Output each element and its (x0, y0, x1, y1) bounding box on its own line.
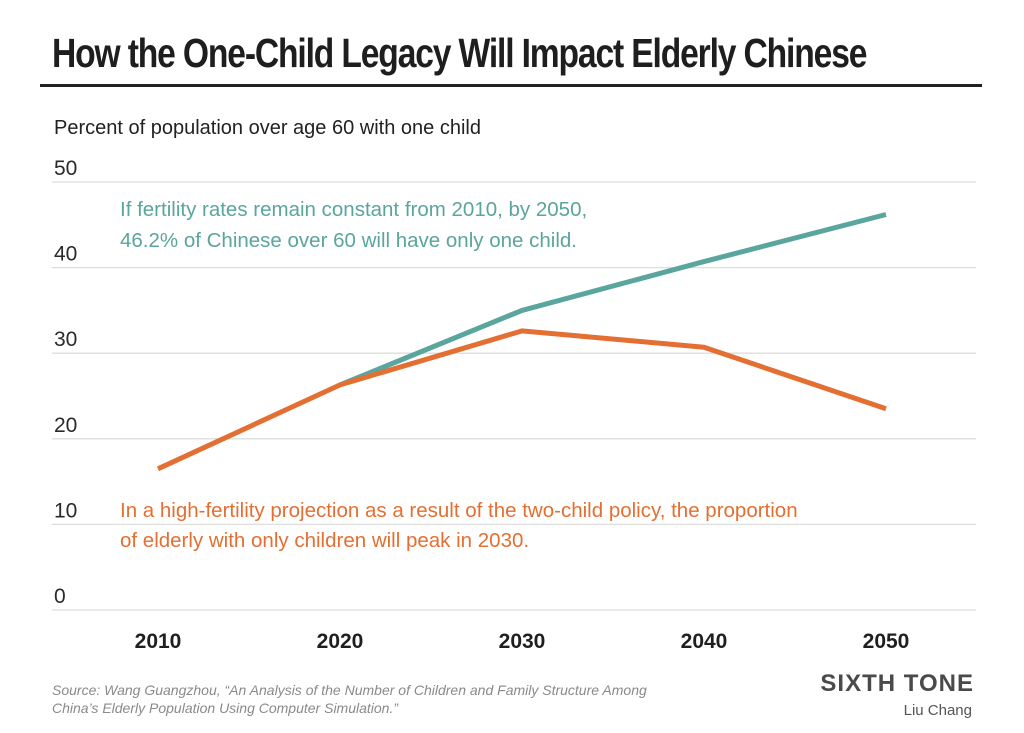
y-axis-label: Percent of population over age 60 with o… (54, 117, 481, 139)
teal-annotation-line-2: 46.2% of Chinese over 60 will have only … (120, 229, 577, 252)
series-lines (156, 212, 887, 472)
orange-annotation-line-2: of elderly with only children will peak … (120, 529, 529, 552)
source-line-1: Source: Wang Guangzhou, “An Analysis of … (52, 682, 647, 698)
orange-annotation-line-1: In a high-fertility projection as a resu… (120, 499, 798, 522)
series-line-constant (339, 212, 887, 388)
gridlines (52, 181, 976, 611)
brand-logo: SIXTH TONE (820, 670, 974, 697)
source-note: Source: Wang Guangzhou, “An Analysis of … (52, 681, 647, 717)
x-tick-2030: 2030 (499, 630, 546, 653)
x-tick-2050: 2050 (863, 630, 910, 653)
y-tick-20: 20 (54, 414, 77, 437)
y-tick-labels: 0 10 20 30 40 50 (54, 157, 77, 608)
series-line-high (156, 328, 887, 472)
y-tick-40: 40 (54, 243, 77, 266)
y-tick-50: 50 (54, 157, 77, 180)
title-rule (40, 84, 982, 87)
chart-title: How the One-Child Legacy Will Impact Eld… (52, 30, 867, 76)
y-tick-30: 30 (54, 328, 77, 351)
y-tick-0: 0 (54, 585, 66, 608)
author-credit: Liu Chang (903, 702, 972, 719)
x-tick-2010: 2010 (135, 630, 182, 653)
x-tick-2020: 2020 (317, 630, 364, 653)
x-tick-2040: 2040 (681, 630, 728, 653)
y-tick-10: 10 (54, 499, 77, 522)
teal-annotation-line-1: If fertility rates remain constant from … (120, 198, 587, 221)
x-tick-labels: 2010 2020 2030 2040 2050 (135, 630, 910, 653)
source-line-2: China’s Elderly Population Using Compute… (52, 700, 399, 716)
